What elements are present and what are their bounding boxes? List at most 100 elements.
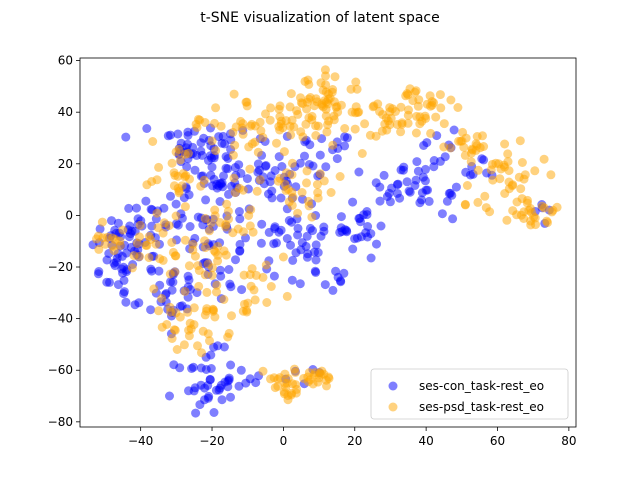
data-point (252, 186, 262, 196)
data-point (378, 110, 388, 119)
data-point (287, 158, 297, 168)
data-point (265, 177, 275, 187)
data-point (223, 206, 233, 216)
data-point (135, 232, 144, 242)
data-point (193, 341, 202, 351)
chart-title: t-SNE visualization of latent space (200, 10, 440, 26)
data-point (520, 170, 530, 180)
data-point (203, 393, 213, 403)
data-point (105, 277, 114, 287)
data-point (256, 126, 266, 136)
data-point (348, 244, 358, 254)
data-point (196, 146, 206, 156)
data-point (166, 130, 175, 140)
data-point (425, 91, 435, 101)
data-point (175, 312, 185, 322)
series-con (88, 123, 554, 418)
data-point (197, 348, 206, 358)
data-point (328, 285, 338, 295)
data-point (354, 107, 364, 117)
data-point (311, 240, 321, 250)
data-point (530, 166, 540, 176)
data-point (517, 158, 527, 167)
data-point (539, 203, 549, 213)
x-tick-label: −40 (128, 434, 153, 448)
data-point (189, 303, 199, 313)
data-point (250, 137, 260, 147)
data-point (269, 271, 279, 281)
data-point (113, 218, 123, 228)
data-point (310, 266, 320, 276)
data-point (253, 167, 263, 177)
data-point (233, 224, 243, 234)
data-point (291, 248, 301, 258)
data-point (226, 392, 235, 402)
data-point (301, 241, 311, 251)
data-point (437, 209, 447, 219)
data-point (147, 266, 157, 276)
data-point (171, 199, 181, 209)
data-point (112, 253, 122, 263)
data-point (248, 227, 258, 237)
data-point (357, 149, 367, 158)
y-tick-label: 20 (58, 157, 73, 171)
data-point (302, 178, 311, 188)
data-point (305, 223, 315, 233)
data-point (421, 164, 430, 174)
data-point (336, 212, 346, 222)
data-point (288, 255, 298, 265)
data-point (113, 280, 123, 290)
data-point (215, 178, 225, 188)
x-tick-label: 60 (490, 434, 505, 448)
data-point (319, 369, 329, 379)
data-point (183, 307, 193, 317)
data-point (127, 263, 137, 273)
data-point (300, 151, 309, 161)
data-point (335, 227, 345, 237)
data-point (293, 223, 303, 233)
data-point (142, 124, 152, 133)
data-point (303, 249, 313, 259)
data-point (257, 219, 267, 229)
data-point (209, 342, 219, 352)
data-point (347, 107, 357, 117)
data-point (288, 192, 298, 202)
data-point (495, 174, 505, 184)
data-point (287, 217, 297, 227)
data-point (222, 199, 232, 209)
data-point (311, 94, 321, 104)
data-point (315, 150, 325, 160)
data-point (307, 212, 317, 222)
data-point (219, 295, 229, 304)
data-point (151, 239, 161, 249)
data-point (230, 140, 240, 150)
data-point (200, 310, 210, 320)
data-point (436, 103, 446, 113)
plot-frame (79, 57, 577, 428)
data-point (221, 152, 231, 162)
data-point (285, 102, 295, 112)
data-point (226, 282, 236, 292)
data-point (124, 203, 134, 213)
data-point (300, 76, 310, 86)
data-point (258, 272, 268, 282)
data-point (167, 334, 177, 343)
data-point (141, 196, 151, 206)
data-point (424, 196, 434, 206)
data-point (319, 226, 329, 236)
data-point (235, 246, 245, 256)
data-point (226, 360, 236, 370)
data-point (236, 365, 246, 375)
data-point (266, 282, 276, 291)
series-psd (92, 65, 562, 405)
data-point (242, 174, 252, 184)
data-point (414, 95, 424, 105)
data-point (207, 136, 217, 146)
data-point (209, 246, 219, 255)
data-point (421, 113, 431, 123)
data-point (231, 122, 241, 132)
data-point (361, 228, 371, 238)
data-point (121, 132, 131, 142)
data-point (295, 279, 305, 289)
data-point (269, 239, 279, 249)
